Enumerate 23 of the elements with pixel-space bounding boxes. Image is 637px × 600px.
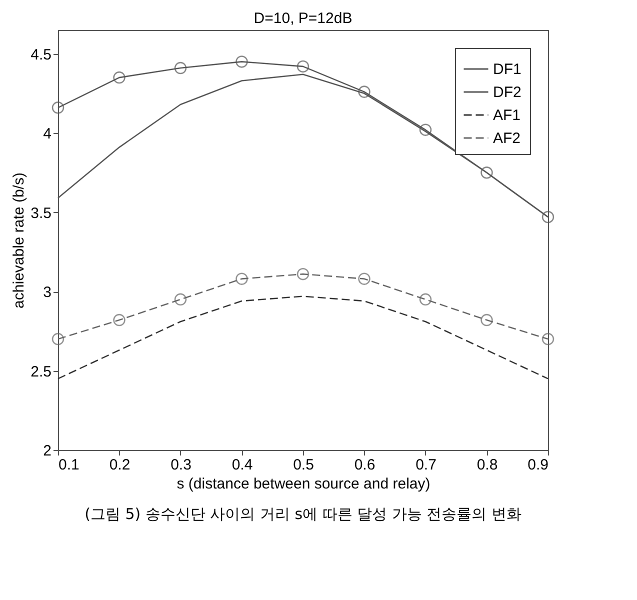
y-axis-title: achievable rate (b/s) <box>10 172 28 308</box>
y-tick-label: 3.5 <box>30 204 52 222</box>
legend-label: DF1 <box>493 61 522 78</box>
x-tick-label: 0.2 <box>109 456 130 474</box>
x-tick-label: 0.6 <box>354 456 376 474</box>
y-tick-label: 3 <box>43 284 52 302</box>
x-tick-label: 0.7 <box>416 456 436 474</box>
y-tick-label: 4 <box>43 126 52 143</box>
x-axis-title: s (distance between source and relay) <box>176 476 430 492</box>
x-tick-label: 0.1 <box>58 456 80 474</box>
legend-label: AF1 <box>493 107 521 124</box>
x-tick-label: 0.9 <box>528 456 548 474</box>
text: (그림 5) 송수신단 사이의 거리 s에 따른 달성 가능 전송률의 변화 <box>84 505 522 523</box>
x-tick-label: 0.4 <box>232 456 253 474</box>
legend-label: AF2 <box>493 130 521 147</box>
chart-title: D=10, P=12dB <box>254 10 352 27</box>
x-tick-label: 0.3 <box>170 456 192 474</box>
x-tick-label: 0.5 <box>293 456 314 474</box>
y-tick-label: 4.5 <box>30 46 52 64</box>
y-tick-label: 2.5 <box>30 363 52 380</box>
x-tick-label: 0.8 <box>476 456 498 474</box>
y-tick-label: 2 <box>43 442 52 460</box>
legend-label: DF2 <box>493 84 522 101</box>
